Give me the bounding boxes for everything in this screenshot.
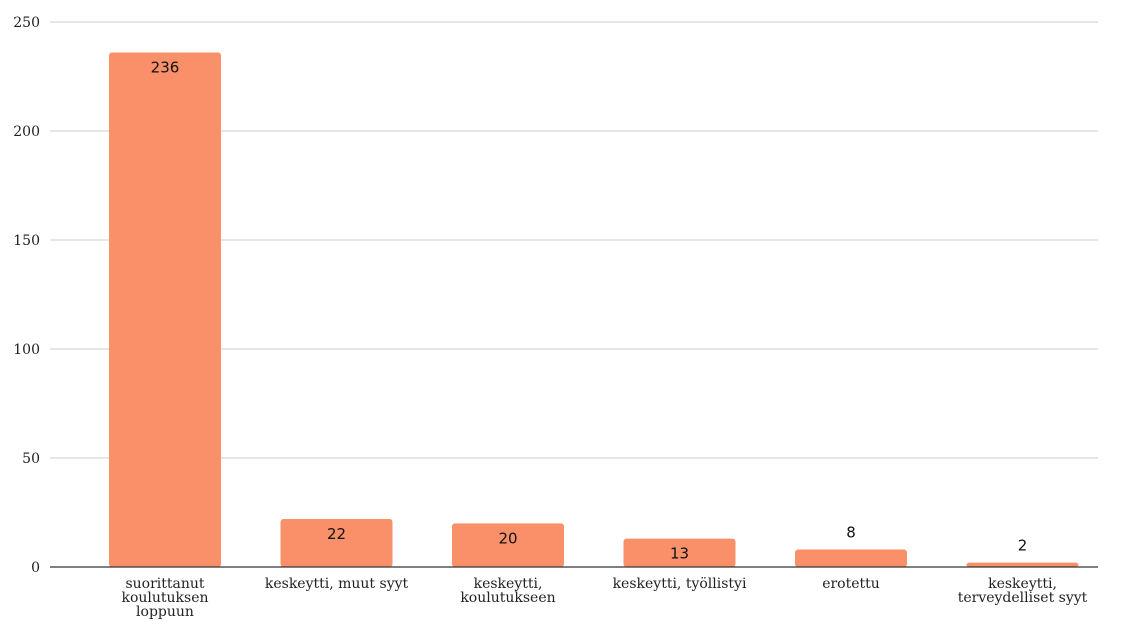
bars [109, 52, 1079, 567]
x-axis-categories: suorittanut koulutuksen loppuun keskeytti, … [121, 576, 1087, 620]
gridlines [50, 21, 1098, 459]
x-tick-label: suorittanut koulutuksen loppuun [121, 576, 208, 620]
bar [966, 562, 1079, 567]
x-tick-label: erotettu [822, 576, 880, 592]
data-label: 8 [846, 524, 856, 542]
data-label: 236 [151, 59, 180, 77]
y-tick-label: 250 [13, 15, 40, 31]
y-tick-label: 150 [13, 233, 40, 249]
bar [452, 523, 564, 567]
y-tick-label: 100 [13, 342, 40, 358]
x-tick-label: keskeytti, koulutukseen [460, 576, 555, 606]
y-axis-ticks: 0 50 100 150 200 250 [13, 15, 40, 576]
data-label: 13 [670, 545, 689, 563]
y-tick-label: 50 [22, 451, 40, 467]
data-labels: 236 22 20 13 8 2 [151, 59, 1028, 563]
bar [280, 519, 393, 567]
bar [623, 538, 736, 567]
data-label: 2 [1018, 537, 1028, 555]
y-tick-label: 0 [31, 560, 40, 576]
x-tick-label: keskeytti, työllistyi [613, 576, 747, 592]
y-tick-label: 200 [13, 124, 40, 140]
data-label: 22 [327, 525, 346, 543]
bar [795, 549, 907, 567]
x-tick-label: keskeytti, muut syyt [265, 576, 409, 592]
x-tick-label: keskeytti, terveydelliset syyt [958, 576, 1088, 606]
data-label: 20 [498, 529, 517, 547]
bar [109, 52, 221, 567]
